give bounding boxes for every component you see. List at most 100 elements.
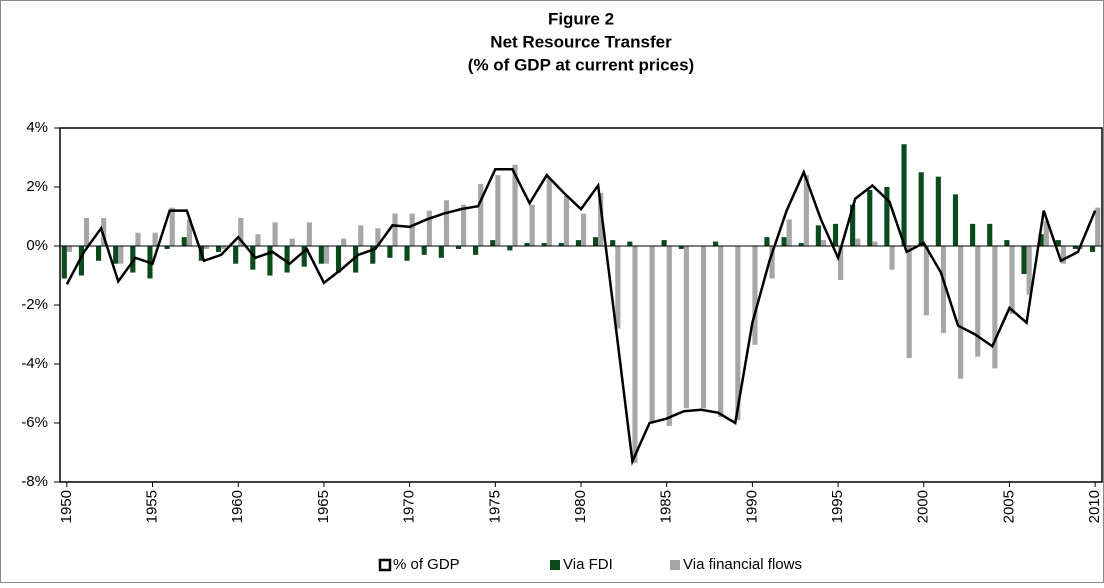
- bar: [1004, 240, 1010, 246]
- x-tick-label: 1965: [315, 490, 332, 523]
- bar: [884, 187, 890, 246]
- bar: [798, 243, 804, 246]
- bar: [1095, 207, 1101, 246]
- bar: [529, 204, 535, 246]
- bar: [512, 164, 518, 246]
- bar: [118, 246, 124, 264]
- bar: [443, 200, 450, 246]
- chart-title: (% of GDP at current prices): [468, 55, 694, 74]
- bar: [1009, 246, 1015, 314]
- bar: [735, 246, 741, 421]
- bar: [987, 223, 993, 246]
- bar: [490, 240, 496, 246]
- bar: [289, 238, 295, 246]
- x-tick-label: 1950: [58, 490, 75, 523]
- bar: [546, 178, 552, 246]
- bar: [83, 217, 90, 246]
- bar: [221, 246, 227, 249]
- bar: [575, 240, 581, 246]
- legend-label: Via financial flows: [683, 556, 802, 573]
- bar: [409, 213, 415, 246]
- bar: [592, 237, 599, 246]
- bar: [152, 232, 158, 246]
- bar: [284, 246, 290, 273]
- x-tick-label: 1975: [486, 490, 503, 523]
- bar: [335, 246, 342, 273]
- bar: [764, 237, 770, 246]
- bar: [61, 246, 67, 279]
- bar: [318, 246, 324, 264]
- bar: [164, 246, 170, 249]
- bar: [370, 246, 376, 264]
- legend-marker: [670, 560, 680, 570]
- bar: [952, 194, 959, 246]
- bar: [95, 246, 102, 261]
- bar: [186, 219, 192, 246]
- bar: [918, 172, 924, 246]
- bar: [387, 246, 393, 258]
- y-tick-label: 0%: [26, 237, 48, 254]
- x-tick-label: 2000: [915, 490, 932, 523]
- bar: [478, 184, 484, 246]
- bar: [855, 238, 861, 246]
- bar: [558, 243, 564, 246]
- bar: [712, 241, 719, 246]
- bar: [1043, 220, 1049, 246]
- bar: [678, 246, 684, 249]
- legend-label: % of GDP: [393, 556, 460, 573]
- bar: [101, 217, 107, 246]
- bar: [495, 175, 501, 246]
- bar: [935, 176, 941, 246]
- bar: [1026, 246, 1032, 295]
- bar: [392, 213, 398, 246]
- bar: [781, 237, 787, 246]
- bar: [1072, 246, 1079, 249]
- bar: [215, 246, 222, 252]
- bar: [820, 240, 827, 246]
- bar: [507, 246, 513, 251]
- legend-label: Via FDI: [563, 556, 613, 573]
- bar: [803, 175, 809, 246]
- x-tick-label: 2005: [1000, 490, 1017, 523]
- y-tick-label: -6%: [21, 414, 48, 431]
- y-tick-label: -4%: [21, 355, 48, 372]
- bar: [906, 246, 912, 359]
- bar: [1021, 246, 1027, 275]
- bar: [769, 246, 775, 279]
- bar: [786, 219, 792, 246]
- bar: [353, 246, 359, 273]
- bar: [581, 213, 587, 246]
- bar: [700, 246, 707, 409]
- bar: [867, 189, 873, 246]
- x-tick-label: 1995: [829, 490, 846, 523]
- x-tick-label: 1985: [658, 490, 675, 523]
- bar: [272, 222, 278, 246]
- chart-title: Figure 2: [548, 9, 614, 28]
- bar: [627, 241, 633, 246]
- bar: [752, 246, 758, 345]
- bar: [135, 232, 141, 246]
- x-tick-label: 1960: [229, 490, 246, 523]
- bar: [404, 246, 410, 261]
- bar: [615, 246, 621, 329]
- bar: [255, 234, 261, 246]
- bar: [461, 204, 467, 246]
- bar: [889, 246, 895, 270]
- y-tick-label: 2%: [26, 178, 48, 195]
- bar: [473, 246, 479, 255]
- bar: [375, 228, 381, 246]
- bar: [718, 246, 724, 418]
- bar: [438, 246, 444, 258]
- chart-title: Net Resource Transfer: [490, 32, 672, 51]
- bar: [901, 144, 907, 246]
- bar: [598, 192, 604, 246]
- bar: [610, 240, 616, 246]
- bar: [632, 246, 638, 463]
- x-tick-label: 1990: [743, 490, 760, 523]
- bar: [267, 246, 273, 276]
- bar: [661, 240, 667, 246]
- bar: [815, 225, 821, 246]
- legend-marker: [378, 558, 392, 572]
